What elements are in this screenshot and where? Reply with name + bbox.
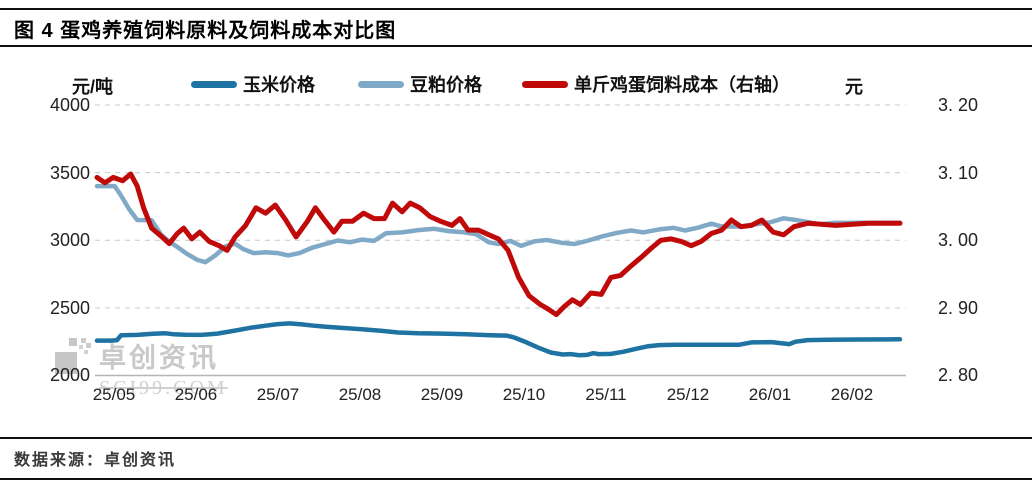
corn-line-swatch-icon bbox=[191, 80, 237, 88]
data-source-text: 数据来源：卓创资讯 bbox=[14, 452, 177, 469]
x-axis-tick: 25/10 bbox=[502, 385, 546, 404]
sci-logo-icon bbox=[55, 337, 91, 374]
x-axis-tick: 25/11 bbox=[585, 385, 627, 404]
series-line-corn-price bbox=[94, 321, 903, 358]
right-axis-tick: 2. 90 bbox=[938, 298, 979, 318]
x-axis-tick: 26/01 bbox=[748, 385, 792, 404]
x-axis: 25/05 25/06 25/07 25/08 25/09 25/10 25/1… bbox=[73, 385, 893, 405]
legend-item-corn: 玉米价格 bbox=[191, 71, 315, 97]
watermark: 卓创资讯 SCI99.COM bbox=[55, 336, 285, 400]
left-axis-tick: 2500 bbox=[49, 298, 90, 318]
page-title: 图 4 蛋鸡养殖饲料原料及饲料成本对比图 bbox=[14, 20, 397, 42]
legend-item-soybean-meal: 豆粕价格 bbox=[358, 71, 482, 97]
right-axis-tick: 3. 00 bbox=[938, 230, 979, 250]
series-line-soybean-meal-price bbox=[94, 183, 903, 265]
watermark-name: 卓创资讯 bbox=[99, 343, 219, 373]
series-line-egg-feed-cost bbox=[94, 171, 903, 318]
x-axis-tick: 26/02 bbox=[830, 385, 874, 404]
legend: 元/吨 玉米价格 豆粕价格 单斤鸡蛋饲料成本（右轴） 元 bbox=[0, 71, 1032, 97]
left-axis-tick: 2000 bbox=[49, 365, 90, 385]
bottom-border-line bbox=[0, 478, 1032, 480]
watermark-site: SCI99.COM bbox=[99, 377, 228, 399]
left-axis-tick: 3500 bbox=[49, 163, 90, 183]
title-underline bbox=[0, 45, 1032, 47]
feed-cost-line-swatch-icon bbox=[522, 80, 568, 88]
legend-label: 玉米价格 bbox=[243, 75, 315, 95]
left-axis-tick: 3000 bbox=[49, 230, 90, 250]
legend-label: 单斤鸡蛋饲料成本（右轴） bbox=[574, 75, 790, 95]
x-axis-tick: 25/08 bbox=[338, 385, 382, 404]
x-axis-tick: 25/07 bbox=[256, 385, 300, 404]
left-axis-tick: 4000 bbox=[49, 95, 90, 115]
footer-top-line bbox=[0, 437, 1032, 439]
x-axis-tick: 25/05 bbox=[92, 385, 136, 404]
right-axis-unit: 元 bbox=[845, 77, 863, 97]
x-axis-tick: 25/06 bbox=[174, 385, 218, 404]
right-axis-tick: 3. 10 bbox=[938, 163, 979, 183]
legend-item-egg-feed-cost: 单斤鸡蛋饲料成本（右轴） bbox=[522, 71, 790, 97]
left-axis-unit: 元/吨 bbox=[72, 77, 114, 97]
x-axis-tick: 25/12 bbox=[666, 385, 710, 404]
x-axis-tick: 25/09 bbox=[420, 385, 464, 404]
legend-label: 豆粕价格 bbox=[410, 75, 482, 95]
right-axis-tick: 3. 20 bbox=[938, 95, 979, 115]
top-border-line bbox=[0, 8, 1032, 10]
soybean-line-swatch-icon bbox=[358, 80, 404, 88]
right-axis-tick: 2. 80 bbox=[938, 365, 979, 385]
